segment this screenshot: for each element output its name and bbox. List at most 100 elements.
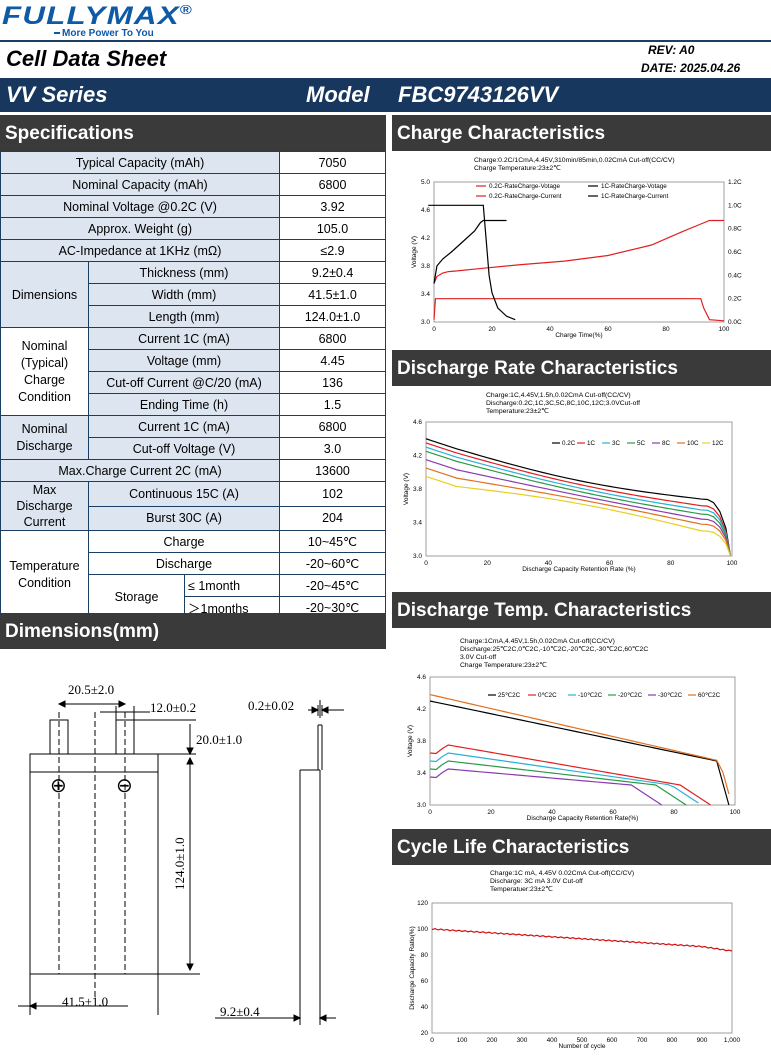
x-tick-label: 0 <box>428 809 432 816</box>
dim-tab-width: 12.0±0.2 <box>150 700 196 715</box>
plot-frame <box>429 676 736 806</box>
legend-entry: 12C <box>712 440 724 447</box>
x-tick-label: 100 <box>727 560 738 567</box>
y-tick-label: 20 <box>421 1030 429 1037</box>
series-line <box>429 768 663 806</box>
spec-label: Voltage (mm) <box>88 349 280 372</box>
series-line <box>425 475 732 557</box>
x-tick-label: 500 <box>577 1037 588 1044</box>
date: DATE: 2025.04.26 <box>641 61 740 75</box>
chart-note: Temperatuer:23±2℃ <box>490 886 553 893</box>
brand-logo: FULLYMAX® More Power To You <box>2 2 202 42</box>
brand-slogan: More Power To You <box>62 28 154 39</box>
spec-value: 204 <box>279 505 386 531</box>
positive-terminal-icon: ⊕ <box>50 775 67 797</box>
series-line <box>433 298 725 322</box>
legend-entry: 5C <box>637 440 646 447</box>
chart-note: Charge Temperature:23±2℃ <box>460 662 547 669</box>
x-tick-label: 200 <box>487 1037 498 1044</box>
y-axis-label: Voltage (V) <box>411 236 418 268</box>
x-tick-label: 100 <box>457 1037 468 1044</box>
spec-label: Charge <box>88 530 280 553</box>
spec-value: 6800 <box>279 415 386 438</box>
y-tick-label: 120 <box>417 900 428 907</box>
chart-note: Charge:1CmA,4.45V,1.5h,0.02CmA Cut-off(C… <box>460 638 615 645</box>
legend-entry: 0.2C-RateCharge-Votage <box>489 183 561 190</box>
spec-label: Nominal Capacity (mAh) <box>0 173 280 196</box>
group-label-discharge: Nominal Discharge <box>0 415 89 460</box>
y-tick-label: 40 <box>421 1004 429 1011</box>
x-tick-label: 60 <box>606 560 614 567</box>
table-row: Nominal Discharge Current 1C (mA) 6800 <box>0 415 386 460</box>
legend-entry: 1C-RateCharge-Votage <box>601 183 667 190</box>
x-tick-label: 600 <box>607 1037 618 1044</box>
x-tick-label: 40 <box>546 326 554 333</box>
x-tick-label: 40 <box>548 809 556 816</box>
rev-value: A0 <box>679 43 695 57</box>
spec-label: Continuous 15C (A) <box>88 481 280 507</box>
title-bar <box>0 40 771 78</box>
x-tick-label: 20 <box>488 326 496 333</box>
table-row: Typical Capacity (mAh) 7050 <box>0 151 386 174</box>
spec-label: Nominal Voltage @0.2C (V) <box>0 195 280 218</box>
spec-value: -20~45℃ <box>279 574 386 597</box>
x-tick-label: 800 <box>667 1037 678 1044</box>
dim-tab-thickness: 0.2±0.02 <box>248 698 294 713</box>
legend-entry: 0℃2C <box>538 692 557 699</box>
spec-value: 6800 <box>279 327 386 350</box>
series-line <box>433 219 507 284</box>
spec-value: 3.0 <box>279 437 386 460</box>
spec-value: 124.0±1.0 <box>279 305 386 328</box>
slogan-dash <box>54 32 60 34</box>
y-tick-label: 60 <box>421 978 429 985</box>
chart-note: Charge Temperature:23±2℃ <box>474 165 561 172</box>
y-tick-label: 3.0 <box>421 319 430 326</box>
discharge-rate-chart: Charge:1C,4.45V,1.5h,0.02CmA Cut-off(CC/… <box>392 387 770 587</box>
spec-label: Typical Capacity (mAh) <box>0 151 280 174</box>
x-tick-label: 20 <box>484 560 492 567</box>
y-axis-label: Voltage (V) <box>407 725 414 757</box>
legend-entry: 1C <box>587 440 596 447</box>
discharge-temp-chart: Charge:1CmA,4.45V,1.5h,0.02CmA Cut-off(C… <box>392 629 770 825</box>
table-row: Nominal Capacity (mAh) 6800 <box>0 173 386 196</box>
spec-label: Current 1C (mA) <box>88 415 280 438</box>
table-row: Approx. Weight (g) 105.0 <box>0 217 386 240</box>
spec-label: Burst 30C (A) <box>88 505 280 531</box>
y-axis-label: Voltage (V) <box>403 473 410 505</box>
series-line <box>429 700 730 806</box>
table-row: Length (mm) 124.0±1.0 <box>1 305 386 328</box>
registered-mark: ® <box>179 2 194 17</box>
spec-label: Approx. Weight (g) <box>0 217 280 240</box>
x-tick-label: 0 <box>430 1037 434 1044</box>
spec-value: 102 <box>279 481 386 507</box>
legend-entry: 25℃2C <box>498 692 521 699</box>
legend-entry: 0.2C-RateCharge-Current <box>489 193 562 200</box>
y-tick-label: 80 <box>421 952 429 959</box>
y-tick-label: 3.8 <box>417 738 426 745</box>
group-label-charge: Nominal (Typical) Charge Condition <box>0 327 89 416</box>
x-tick-label: 80 <box>670 809 678 816</box>
spec-value: 4.45 <box>279 349 386 372</box>
y2-tick-label: 0.4C <box>728 272 742 279</box>
y2-tick-label: 0.0C <box>728 319 742 326</box>
model-number: FBC9743126VV <box>398 82 559 107</box>
group-label-dimensions: Dimensions <box>0 261 89 328</box>
spec-value: 9.2±0.4 <box>279 261 386 284</box>
dim-tab-gap: 20.5±2.0 <box>68 682 114 697</box>
y-tick-label: 3.4 <box>413 520 422 527</box>
x-tick-label: 20 <box>487 809 495 816</box>
chart-note: Discharge:25℃2C,0℃2C,-10℃2C,-20℃2C,-30℃2… <box>460 646 648 653</box>
x-tick-label: 80 <box>662 326 670 333</box>
spec-label: Max.Charge Current 2C (mA) <box>0 459 280 482</box>
x-tick-label: 60 <box>604 326 612 333</box>
series-line <box>429 744 711 806</box>
series-line <box>429 760 687 806</box>
rev-label: REV: <box>648 43 677 57</box>
y-tick-label: 4.2 <box>421 235 430 242</box>
spec-value: 41.5±1.0 <box>279 283 386 306</box>
spec-label: Cut-off Voltage (V) <box>88 437 280 460</box>
y-tick-label: 100 <box>417 926 428 933</box>
y-tick-label: 5.0 <box>421 179 430 186</box>
chart-note: 3.0V Cut-off <box>460 654 496 661</box>
y2-tick-label: 1.2C <box>728 179 742 186</box>
